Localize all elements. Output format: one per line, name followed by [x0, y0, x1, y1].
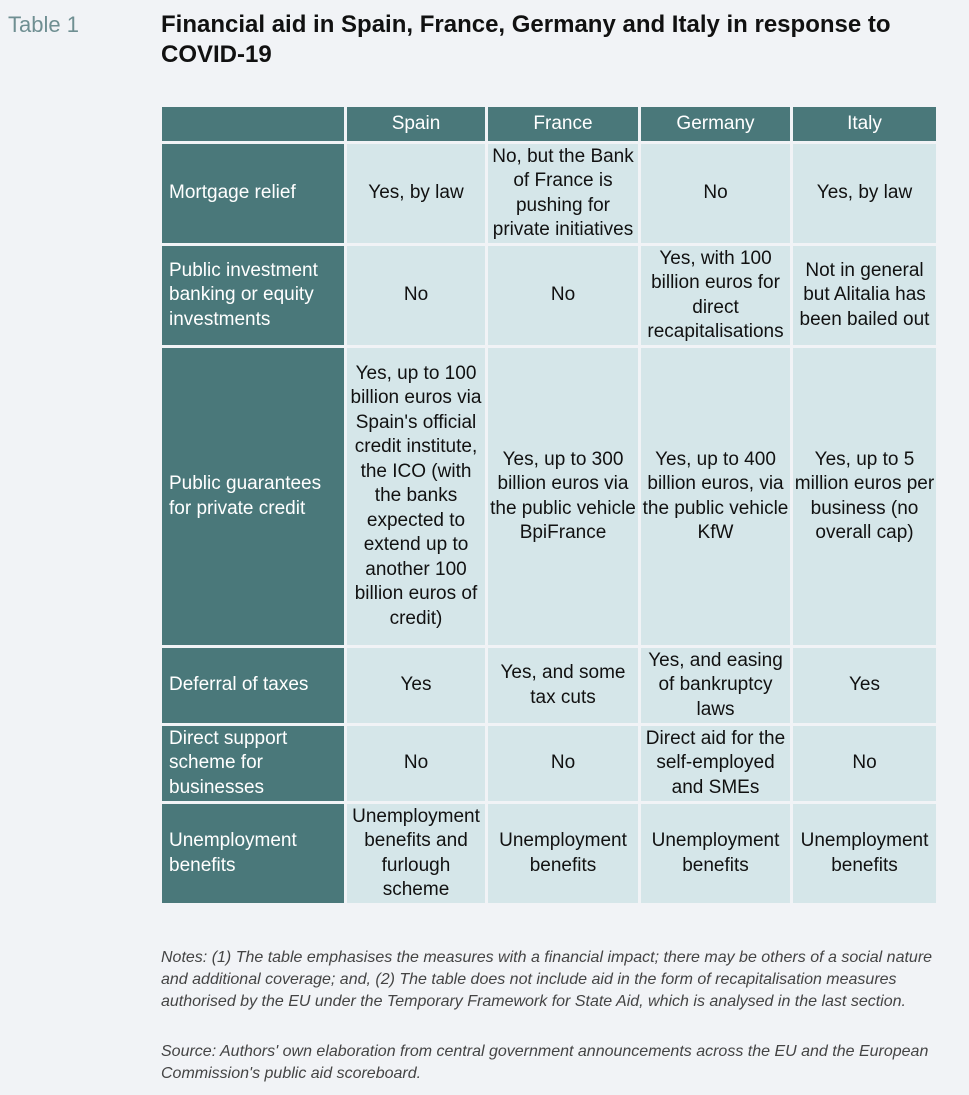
table-title: Financial aid in Spain, France, Germany …	[161, 11, 891, 68]
cell-spain: Yes, by law	[344, 141, 488, 246]
row-label: Unemployment benefits	[159, 801, 347, 906]
row-label: Mortgage relief	[159, 141, 347, 246]
table-row-mortgage-relief: Mortgage relief Yes, by law No, but the …	[159, 141, 939, 246]
financial-aid-table: Spain France Germany Italy Mortgage reli…	[159, 104, 939, 906]
row-label: Public guarantees for private credit	[159, 345, 347, 648]
cell-france: No, but the Bank of France is pushing fo…	[485, 141, 641, 246]
cell-germany: No	[638, 141, 793, 246]
row-label: Public investment banking or equity inve…	[159, 243, 347, 348]
cell-germany: Yes, and easing of bankruptcy laws	[638, 645, 793, 726]
table-row-unemployment-benefits: Unemployment benefits Unemployment benef…	[159, 801, 939, 906]
table-source: Source: Authors' own elaboration from ce…	[161, 1043, 929, 1082]
cell-germany: Direct aid for the self-employed and SME…	[638, 723, 793, 804]
column-header-france: France	[485, 104, 641, 144]
table-row-direct-support: Direct support scheme for businesses No …	[159, 723, 939, 804]
cell-italy: Unemployment benefits	[790, 801, 939, 906]
row-label: Deferral of taxes	[159, 645, 347, 726]
cell-france: No	[485, 723, 641, 804]
table-row-public-investment: Public investment banking or equity inve…	[159, 243, 939, 348]
cell-france: Yes, up to 300 billion euros via the pub…	[485, 345, 641, 648]
cell-spain: No	[344, 243, 488, 348]
cell-spain: Unemployment benefits and furlough schem…	[344, 801, 488, 906]
corner-header-cell	[159, 104, 347, 144]
table-row-public-guarantees: Public guarantees for private credit Yes…	[159, 345, 939, 648]
cell-germany: Unemployment benefits	[638, 801, 793, 906]
table-number-label: Table 1	[8, 12, 79, 37]
table-notes: Notes: (1) The table emphasises the meas…	[161, 949, 933, 1010]
cell-spain: Yes, up to 100 billion euros via Spain's…	[344, 345, 488, 648]
cell-france: No	[485, 243, 641, 348]
cell-italy: Yes	[790, 645, 939, 726]
table-row-deferral-of-taxes: Deferral of taxes Yes Yes, and some tax …	[159, 645, 939, 726]
cell-italy: Yes, up to 5 million euros per business …	[790, 345, 939, 648]
cell-italy: Not in general but Alitalia has been bai…	[790, 243, 939, 348]
cell-france: Yes, and some tax cuts	[485, 645, 641, 726]
cell-germany: Yes, up to 400 billion euros, via the pu…	[638, 345, 793, 648]
row-label: Direct support scheme for businesses	[159, 723, 347, 804]
cell-france: Unemployment benefits	[485, 801, 641, 906]
column-header-italy: Italy	[790, 104, 939, 144]
cell-spain: No	[344, 723, 488, 804]
header-row: Spain France Germany Italy	[159, 104, 939, 144]
column-header-germany: Germany	[638, 104, 793, 144]
column-header-spain: Spain	[344, 104, 488, 144]
cell-italy: Yes, by law	[790, 141, 939, 246]
cell-italy: No	[790, 723, 939, 804]
cell-germany: Yes, with 100 billion euros for direct r…	[638, 243, 793, 348]
cell-spain: Yes	[344, 645, 488, 726]
